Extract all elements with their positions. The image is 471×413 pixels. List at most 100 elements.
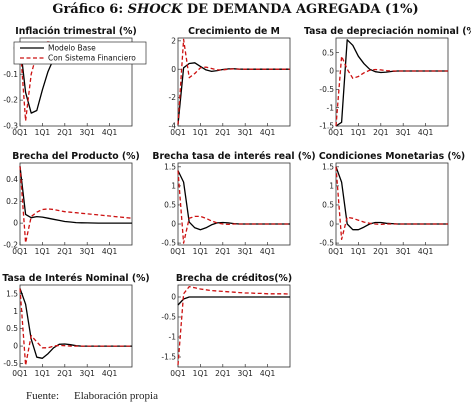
y-tick-label: 1 <box>13 307 18 316</box>
panel-title: Brecha de créditos(%) <box>176 273 292 284</box>
panel-title: Inflación trimestral (%) <box>15 26 136 37</box>
x-tick-label: 0Q1 <box>328 247 344 256</box>
x-tick-label: 1Q1 <box>351 128 367 137</box>
y-tick-label: 0 <box>329 67 334 76</box>
x-tick-label: 1Q1 <box>193 369 209 378</box>
x-tick-label: 1Q1 <box>35 369 51 378</box>
figure-title-suffix: DE DEMANDA AGREGADA (1%) <box>182 2 419 17</box>
x-tick-label: 3Q1 <box>395 247 411 256</box>
x-tick-label: 2Q1 <box>57 369 73 378</box>
y-tick-label: -0.2 <box>3 96 18 105</box>
x-tick-label: 3Q1 <box>237 128 253 137</box>
y-tick-label: -2 <box>169 93 177 102</box>
y-tick-label: -0.2 <box>3 241 18 250</box>
x-tick-label: 4Q1 <box>418 128 434 137</box>
panel-title: Tasa de Interés Nominal (%) <box>2 273 149 284</box>
x-tick-label: 1Q1 <box>351 247 367 256</box>
figure-title: Gráfico 6: SHOCK DE DEMANDA AGREGADA (1%… <box>0 2 471 17</box>
x-tick-label: 0Q1 <box>170 128 186 137</box>
x-tick-label: 4Q1 <box>260 247 276 256</box>
y-tick-label: 1.5 <box>6 289 18 298</box>
x-tick-label: 3Q1 <box>395 128 411 137</box>
panel-title: Brecha del Producto (%) <box>12 151 139 162</box>
x-tick-label: 3Q1 <box>79 247 95 256</box>
x-tick-label: 0Q1 <box>12 247 28 256</box>
panel-title: Tasa de depreciación nominal (%) <box>304 26 471 37</box>
x-tick-label: 0Q1 <box>12 128 28 137</box>
plot-frame <box>335 162 449 246</box>
y-tick-label: -1 <box>169 333 177 342</box>
x-tick-label: 3Q1 <box>79 369 95 378</box>
x-tick-label: 1Q1 <box>193 247 209 256</box>
x-tick-label: 4Q1 <box>102 128 118 137</box>
x-tick-label: 0Q1 <box>170 247 186 256</box>
y-tick-label: -1 <box>327 103 335 112</box>
y-tick-label: 0.5 <box>6 324 18 333</box>
series-line-con-sistema-financiero <box>177 38 290 125</box>
y-tick-label: 0.4 <box>6 175 18 184</box>
plot-frame <box>19 284 133 368</box>
x-tick-label: 3Q1 <box>237 247 253 256</box>
x-tick-label: 2Q1 <box>57 128 73 137</box>
x-tick-label: 1Q1 <box>35 247 51 256</box>
series-line-modelo-base <box>177 62 290 125</box>
chart-panel-8: Brecha de créditos(%)0 -0.5 -1 -1.5 0Q1 1Q1 2Q… <box>161 273 292 378</box>
x-tick-label: 2Q1 <box>215 369 231 378</box>
x-tick-label: 4Q1 <box>260 369 276 378</box>
y-tick-label: 1.5 <box>322 162 334 171</box>
y-tick-label: 2 <box>171 36 176 45</box>
chart-panel-5: Brecha tasa de interés real (%)1.5 1 0.5 0 -… <box>152 151 315 256</box>
series-line-con-sistema-financiero <box>177 285 291 366</box>
panel-title: Crecimiento de M <box>188 26 280 37</box>
y-tick-label: 0.2 <box>6 197 18 206</box>
x-tick-label: 2Q1 <box>57 247 73 256</box>
source-text: Elaboración propia <box>74 390 158 402</box>
series-line-modelo-base <box>177 296 290 306</box>
y-tick-label: 0 <box>171 220 176 229</box>
series-line-modelo-base <box>335 39 448 127</box>
series-line-modelo-base <box>19 166 132 224</box>
chart-panel-7: Tasa de Interés Nominal (%) 1.5 1 0.5 0 -0.50… <box>2 273 149 378</box>
y-tick-label: -0.5 <box>161 313 176 322</box>
source-label: Fuente: <box>26 390 59 402</box>
x-tick-label: 2Q1 <box>215 128 231 137</box>
plot-frame <box>19 162 133 246</box>
y-tick-label: -1.5 <box>161 353 176 362</box>
x-tick-label: 1Q1 <box>35 128 51 137</box>
x-tick-label: 4Q1 <box>102 247 118 256</box>
legend-entry: Modelo Base <box>48 44 96 53</box>
y-tick-label: 0 <box>171 293 176 302</box>
y-tick-label: -0.5 <box>319 85 334 94</box>
figure-title-italic: SHOCK <box>127 2 183 17</box>
plot-frame <box>177 37 291 127</box>
x-tick-label: 2Q1 <box>373 128 389 137</box>
y-tick-label: -4 <box>169 122 177 131</box>
y-tick-label: 0 <box>13 219 18 228</box>
x-tick-label: 2Q1 <box>215 247 231 256</box>
y-tick-label: 0.5 <box>322 48 334 57</box>
plot-frame <box>177 284 291 368</box>
series-line-con-sistema-financiero <box>19 166 133 244</box>
y-tick-label: 0 <box>171 65 176 74</box>
plot-frame <box>335 37 449 127</box>
figure-title-prefix: Gráfico 6: <box>52 2 128 17</box>
plot-frame <box>177 162 291 246</box>
chart-panel-3: Tasa de depreciación nominal (%) 0.5 0 -0.5… <box>304 26 471 137</box>
y-tick-label: 1.5 <box>164 162 176 171</box>
y-tick-label: 0.5 <box>164 201 176 210</box>
chart-panel-6: Condiciones Monetarias (%)1.5 1 0.5 0 -0.50Q… <box>319 151 465 256</box>
x-tick-label: 2Q1 <box>373 247 389 256</box>
x-tick-label: 0Q1 <box>12 369 28 378</box>
series-line-modelo-base <box>177 170 290 231</box>
y-tick-label: 0 <box>329 220 334 229</box>
y-tick-label: -0.5 <box>161 239 176 248</box>
series-line-modelo-base <box>335 166 448 231</box>
series-line-con-sistema-financiero <box>335 166 448 240</box>
y-tick-label: 0 <box>13 342 18 351</box>
y-tick-label: 1 <box>171 181 176 190</box>
plot-frame <box>19 37 133 127</box>
y-tick-label: 1 <box>329 181 334 190</box>
